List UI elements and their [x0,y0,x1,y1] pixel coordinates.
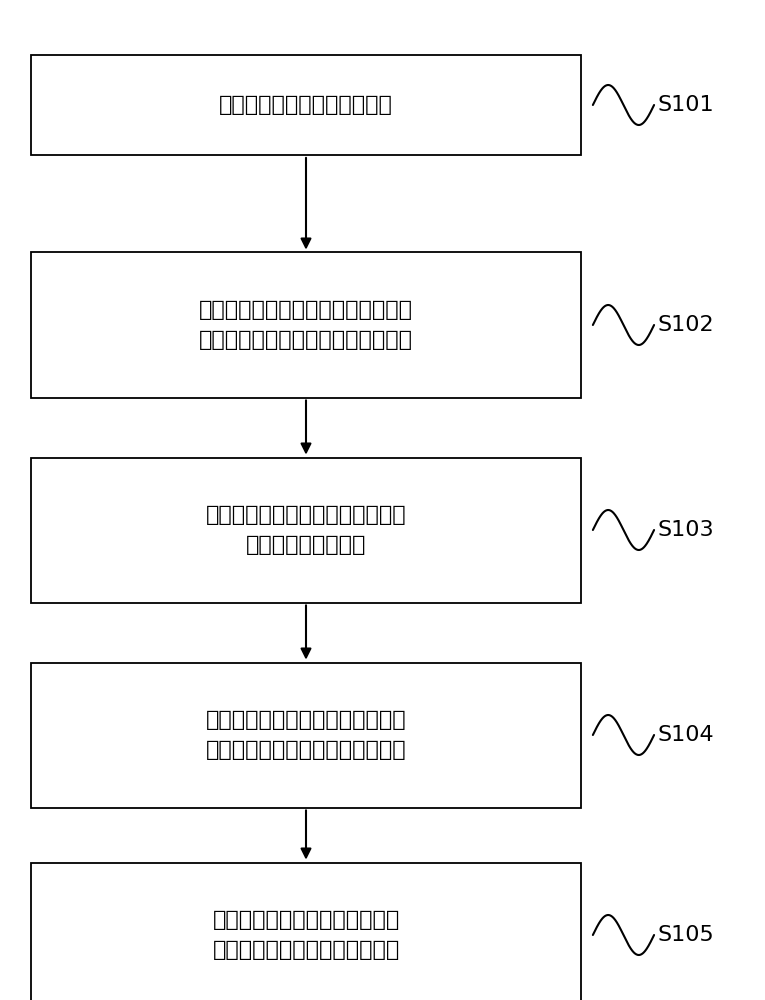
Bar [31,458,581,602]
Text: S101: S101 [658,95,715,115]
Text: 采用用户选择的心脏测量模式检测手
部或胸部的测量信号，生成心电数据: 采用用户选择的心脏测量模式检测手 部或胸部的测量信号，生成心电数据 [199,300,413,350]
Text: 根据该心电数据的数据类型获取该
心电数据的指标参数: 根据该心电数据的数据类型获取该 心电数据的指标参数 [206,505,406,555]
Text: 根据该声音类型、音量及音长生
成心电音乐，并输出该心电音乐: 根据该声音类型、音量及音长生 成心电音乐，并输出该心电音乐 [213,910,399,960]
Text: 根据该指标参数定义该心电数据对
应的声音的声音类型、音量及音长: 根据该指标参数定义该心电数据对 应的声音的声音类型、音量及音长 [206,710,406,760]
Bar [31,55,581,155]
Bar [31,862,581,1000]
Text: S105: S105 [658,925,715,945]
Bar [31,662,581,808]
Text: S104: S104 [658,725,715,745]
Text: S102: S102 [658,315,715,335]
Text: 接收用户选择的心脏测量模式: 接收用户选择的心脏测量模式 [219,95,393,115]
Bar [31,252,581,397]
Text: S103: S103 [658,520,715,540]
